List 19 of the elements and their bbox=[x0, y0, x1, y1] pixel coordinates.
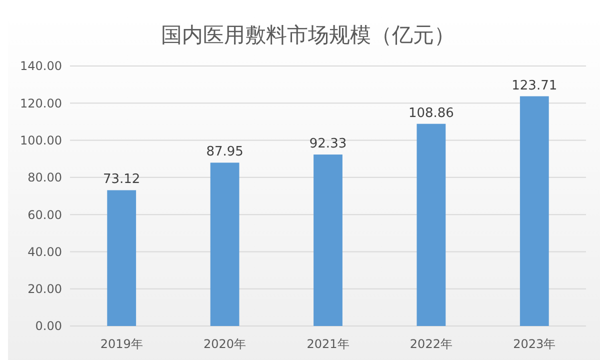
y-tick-label: 20.00 bbox=[28, 282, 62, 296]
x-tick-label: 2019年 bbox=[100, 337, 143, 351]
x-tick-label: 2022年 bbox=[410, 337, 452, 351]
data-label: 87.95 bbox=[206, 144, 244, 160]
x-tick-label: 2020年 bbox=[204, 337, 246, 351]
y-tick-label: 100.00 bbox=[20, 133, 62, 148]
y-tick-label: 40.00 bbox=[28, 244, 62, 259]
y-tick-label: 80.00 bbox=[28, 170, 62, 185]
data-label: 123.71 bbox=[512, 78, 558, 94]
data-label: 73.12 bbox=[102, 172, 140, 188]
x-tick-label: 2023年 bbox=[513, 337, 556, 351]
data-label: 108.86 bbox=[408, 106, 454, 121]
y-tick-label: 120.00 bbox=[20, 96, 62, 110]
y-tick-label: 140.00 bbox=[20, 59, 62, 74]
y-tick-label: 0.00 bbox=[35, 319, 62, 334]
data-label: 92.33 bbox=[309, 136, 347, 152]
y-tick-label: 60.00 bbox=[28, 208, 62, 222]
chart-title: 国内医用敷料市场规模（亿元） bbox=[161, 23, 455, 47]
x-tick-label: 2021年 bbox=[306, 337, 350, 351]
